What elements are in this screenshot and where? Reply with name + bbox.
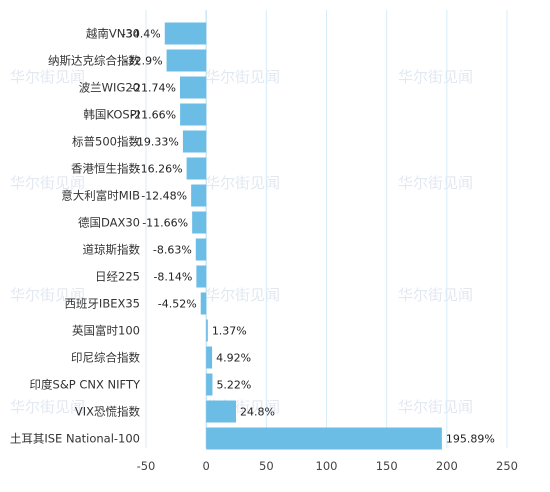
x-tick-label: 100	[316, 459, 338, 473]
bar	[182, 130, 207, 153]
category-label: 香港恒生指数	[71, 162, 140, 176]
bar	[192, 211, 207, 234]
bar	[180, 76, 207, 99]
bar	[200, 292, 207, 315]
watermark-text: 华尔街见闻	[10, 174, 85, 192]
category-label: 德国DAX30	[78, 216, 140, 230]
bar	[206, 373, 213, 396]
x-axis-ticks: -50 0 50 100 150 200 250	[137, 459, 518, 473]
bar	[206, 346, 213, 369]
watermark-text: 华尔街见闻	[10, 398, 85, 416]
category-label: 越南VN30	[86, 27, 140, 41]
value-label: -8.14%	[153, 271, 192, 284]
x-tick-label: 50	[259, 459, 274, 473]
value-label: 4.92%	[216, 352, 251, 365]
watermark-text: 华尔街见闻	[398, 68, 473, 86]
watermark-text: 华尔街见闻	[398, 174, 473, 192]
value-label: -32.9%	[124, 55, 163, 68]
bars	[164, 22, 442, 450]
category-label: 印尼综合指数	[71, 351, 140, 365]
category-label: 英国富时100	[72, 324, 140, 338]
watermark-text: 华尔街见闻	[205, 174, 280, 192]
watermark-text: 华尔街见闻	[398, 398, 473, 416]
x-tick-label: 0	[203, 459, 210, 473]
category-label: 标普500指数	[72, 135, 140, 149]
value-label: -8.63%	[153, 244, 192, 257]
watermark-text: 华尔街见闻	[205, 286, 280, 304]
value-label: -11.66%	[142, 217, 188, 230]
bar	[166, 49, 207, 72]
bar	[206, 427, 442, 450]
category-label: 意大利富时MIB	[61, 189, 140, 203]
bar	[180, 103, 207, 126]
value-label: 195.89%	[446, 433, 495, 446]
value-label: -16.26%	[137, 163, 183, 176]
category-label: 道琼斯指数	[83, 243, 141, 257]
value-label: -21.66%	[130, 109, 176, 122]
watermark-text: 华尔街见闻	[10, 286, 85, 304]
value-label: 1.37%	[212, 325, 247, 338]
bar	[196, 265, 207, 288]
watermark-text: 华尔街见闻	[10, 68, 85, 86]
category-label: 韩国KOSPI	[83, 108, 140, 122]
category-label: 日经225	[95, 270, 140, 284]
value-label: -4.52%	[158, 298, 197, 311]
value-label: -21.74%	[130, 82, 176, 95]
category-label: 波兰WIG20	[79, 81, 140, 95]
bar	[195, 238, 207, 261]
x-tick-label: 150	[376, 459, 398, 473]
category-label: 西班牙IBEX35	[64, 297, 140, 311]
watermark-text: 华尔街见闻	[398, 286, 473, 304]
bar	[206, 400, 237, 423]
x-tick-label: -50	[137, 459, 156, 473]
bar	[206, 319, 208, 342]
bar	[164, 22, 207, 45]
bar	[186, 157, 207, 180]
value-label: -34.4%	[122, 28, 161, 41]
x-tick-label: 250	[496, 459, 518, 473]
watermark-text: 华尔街见闻	[205, 68, 280, 86]
bar	[191, 184, 207, 207]
category-label: 土耳其ISE National-100	[10, 432, 140, 446]
value-labels: -34.4% -32.9% -21.74% -21.66% -19.33% -16.26%…	[122, 28, 495, 446]
value-label: -12.48%	[141, 190, 187, 203]
value-label: 5.22%	[216, 379, 251, 392]
category-label: 印度S&P CNX NIFTY	[30, 378, 141, 392]
category-label: VIX恐慌指数	[75, 405, 141, 419]
value-label: 24.8%	[240, 406, 275, 419]
category-label: 纳斯达克综合指数	[48, 54, 140, 68]
x-tick-label: 200	[436, 459, 458, 473]
value-label: -19.33%	[133, 136, 179, 149]
